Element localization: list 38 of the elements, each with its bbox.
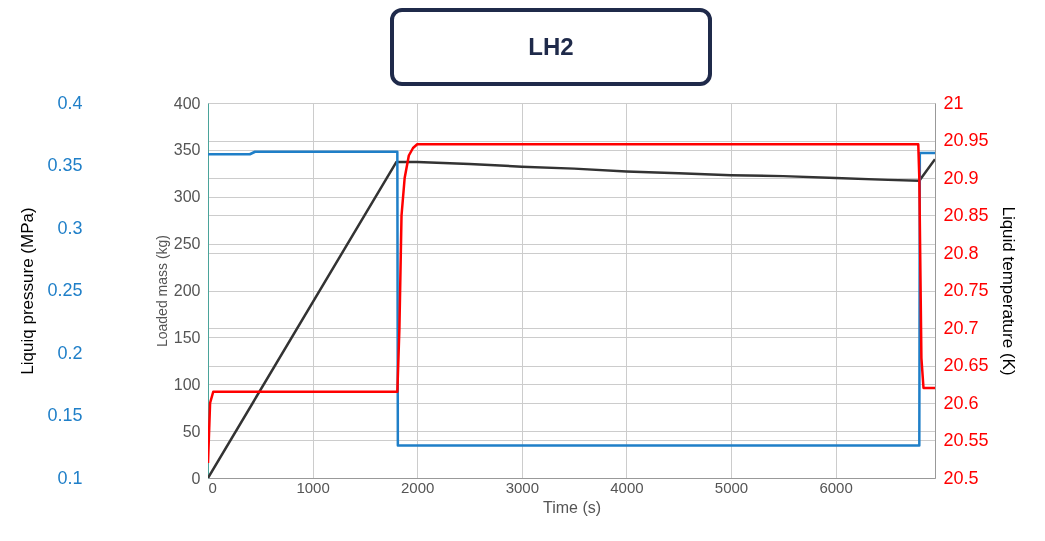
y2-axis-title: Liquid temperature (K) xyxy=(998,206,1018,376)
chart-title: LH2 xyxy=(390,8,712,86)
y3-tick-label: 0.2 xyxy=(57,342,83,363)
x-tick-label: 0 xyxy=(208,478,217,496)
x-tick-label: 6000 xyxy=(819,478,853,496)
y-tick-label: 50 xyxy=(182,422,201,440)
y2-tick-label: 20.8 xyxy=(943,242,979,263)
x-tick-label: 2000 xyxy=(401,478,435,496)
y3-tick-label: 0.25 xyxy=(47,280,83,300)
y-tick-label: 400 xyxy=(173,94,201,112)
y2-tick-label: 20.6 xyxy=(943,392,979,413)
x-tick-label: 5000 xyxy=(714,478,749,496)
y2-tick-label: 20.7 xyxy=(943,317,979,338)
y2-tick-label: 20.65 xyxy=(943,355,989,375)
x-tick-label: 4000 xyxy=(610,478,644,496)
y3-tick-label: 0.35 xyxy=(47,155,83,175)
x-tick-label: 1000 xyxy=(296,478,330,496)
y-tick-label: 250 xyxy=(173,235,201,253)
y2-tick-label: 20.5 xyxy=(943,467,979,488)
y2-tick-label: 20.75 xyxy=(943,280,989,300)
y-tick-label: 200 xyxy=(173,282,201,299)
y-tick-label: 350 xyxy=(173,141,201,159)
y3-tick-label: 0.4 xyxy=(57,92,83,113)
y-axis-title: Loaded mass (kg) xyxy=(153,234,170,348)
y-tick-label: 150 xyxy=(173,328,201,346)
x-axis-title: Time (s) xyxy=(542,498,602,516)
y-tick-label: 100 xyxy=(173,375,201,393)
x-tick-label: 3000 xyxy=(505,478,539,496)
y2-tick-label: 20.85 xyxy=(943,205,989,225)
y2-tick-label: 20.55 xyxy=(943,430,989,450)
y3-tick-label: 0.15 xyxy=(47,405,83,425)
y2-tick-label: 21 xyxy=(943,92,964,113)
y3-axis-title: Liquiq pressure (MPa) xyxy=(18,207,38,375)
y3-tick-label: 0.1 xyxy=(57,467,83,488)
y3-tick-label: 0.3 xyxy=(57,217,83,238)
y2-tick-label: 20.95 xyxy=(943,130,989,150)
y2-tick-label: 20.9 xyxy=(943,167,979,188)
y-tick-label: 300 xyxy=(173,188,201,206)
